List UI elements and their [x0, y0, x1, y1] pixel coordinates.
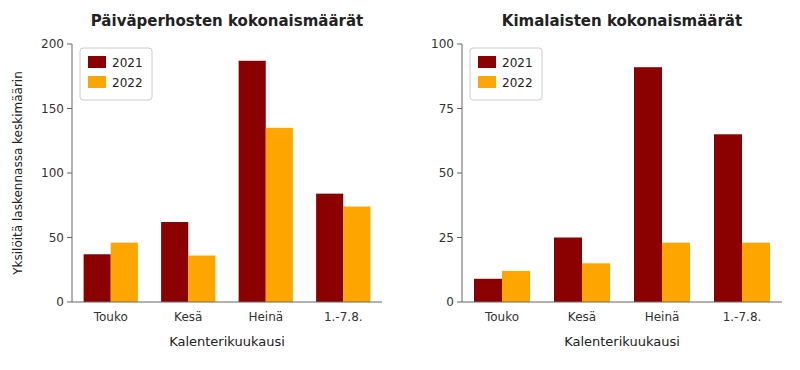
- bar: [111, 243, 138, 302]
- y-tick-label: 25: [439, 231, 454, 245]
- y-tick-label: 0: [446, 295, 454, 309]
- y-axis: [72, 44, 73, 302]
- legend: 2021 2022: [80, 48, 152, 100]
- title: Päiväperhosten kokonaismäärät: [91, 12, 363, 30]
- x-axis-label: Kalenterikuukausi: [169, 334, 285, 349]
- x-tick-label: 1.-7.8.: [723, 310, 762, 324]
- bar: [239, 61, 266, 302]
- x-axis: [462, 302, 782, 303]
- bar: [742, 243, 770, 302]
- bar: [662, 243, 690, 302]
- y-tick: [457, 44, 462, 45]
- y-tick: [67, 237, 72, 238]
- figure: Päiväperhosten kokonaismäärät 0 50 100 150 20…: [0, 0, 800, 370]
- bars: [474, 67, 770, 302]
- bar: [554, 238, 582, 303]
- legend-swatch: [478, 76, 496, 88]
- y-tick-label: 0: [56, 295, 64, 309]
- legend-swatch: [478, 56, 496, 68]
- x-axis: [72, 302, 382, 303]
- y-axis-label: Yksilöitä laskennassa keskimäärin: [11, 71, 25, 276]
- y-tick: [67, 108, 72, 109]
- legend-frame: [80, 48, 152, 100]
- bar: [266, 128, 293, 302]
- y-tick: [67, 44, 72, 45]
- legend-label: 2022: [502, 76, 533, 90]
- chart-panel: Kimalaisten kokonaismäärät 0 25 50 75 100 Touk…: [431, 12, 782, 349]
- bar: [502, 271, 530, 302]
- y-tick: [457, 302, 462, 303]
- bar: [316, 194, 343, 302]
- y-tick-label: 50: [49, 231, 64, 245]
- x-tick-label: 1.-7.8.: [324, 310, 363, 324]
- chart-panel: Päiväperhosten kokonaismäärät 0 50 100 150 20…: [11, 12, 382, 349]
- x-tick-label: Heinä: [645, 310, 680, 324]
- bar: [161, 222, 188, 302]
- legend-frame: [470, 48, 542, 100]
- y-tick-label: 100: [41, 166, 64, 180]
- bar: [582, 263, 610, 302]
- x-tick-label: Kesä: [174, 310, 202, 324]
- bar: [474, 279, 502, 302]
- x-tick-label: Touko: [93, 310, 128, 324]
- y-tick-label: 100: [431, 37, 454, 51]
- bar: [188, 256, 215, 302]
- y-tick-label: 200: [41, 37, 64, 51]
- title: Kimalaisten kokonaismäärät: [502, 12, 742, 30]
- legend-label: 2021: [112, 56, 143, 70]
- legend-swatch: [88, 76, 106, 88]
- x-tick-label: Heinä: [248, 310, 283, 324]
- y-tick-label: 150: [41, 102, 64, 116]
- y-tick: [457, 173, 462, 174]
- x-axis-label: Kalenterikuukausi: [564, 334, 680, 349]
- y-tick-label: 50: [439, 166, 454, 180]
- x-tick-label: Touko: [484, 310, 519, 324]
- x-tick-label: Kesä: [568, 310, 596, 324]
- y-tick: [67, 173, 72, 174]
- y-tick-label: 75: [439, 102, 454, 116]
- y-axis: [462, 44, 463, 302]
- legend-label: 2021: [502, 56, 533, 70]
- legend-swatch: [88, 56, 106, 68]
- legend: 2021 2022: [470, 48, 542, 100]
- bar: [84, 254, 111, 302]
- bar: [714, 134, 742, 302]
- y-tick: [457, 108, 462, 109]
- y-tick: [457, 237, 462, 238]
- bar: [343, 207, 370, 302]
- legend-label: 2022: [112, 76, 143, 90]
- bar: [634, 67, 662, 302]
- y-tick: [67, 302, 72, 303]
